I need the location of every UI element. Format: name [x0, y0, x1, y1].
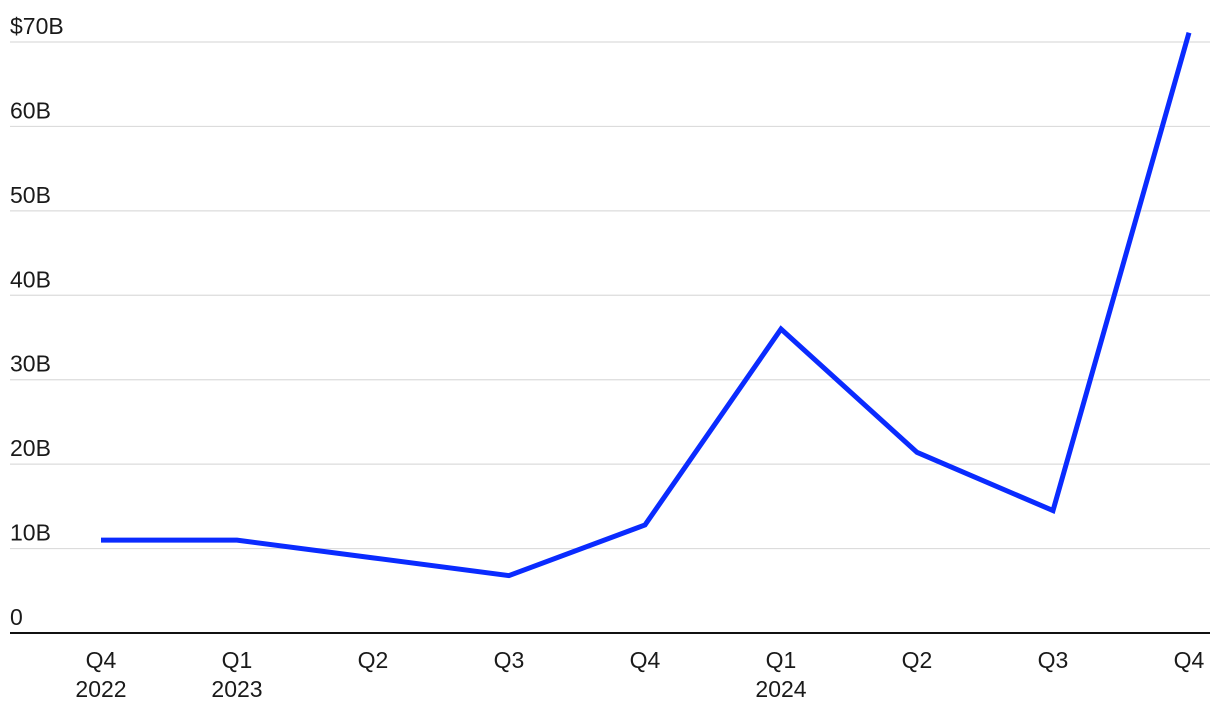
x-tick-label: Q4	[86, 647, 117, 673]
x-tick-year: 2022	[75, 676, 126, 702]
y-tick-label: 60B	[10, 97, 51, 123]
y-tick-label: 0	[10, 604, 23, 630]
x-tick-label: Q3	[494, 647, 525, 673]
y-tick-label: 50B	[10, 182, 51, 208]
x-tick-label: Q4	[1174, 647, 1205, 673]
y-tick-label: 30B	[10, 351, 51, 377]
x-tick-label: Q1	[766, 647, 797, 673]
data-line	[101, 32, 1192, 579]
x-tick-label: Q2	[902, 647, 933, 673]
y-tick-label: 20B	[10, 435, 51, 461]
y-tick-label: 10B	[10, 520, 51, 546]
x-tick-label: Q1	[222, 647, 253, 673]
y-tick-label: 40B	[10, 266, 51, 292]
x-tick-label: Q4	[630, 647, 661, 673]
x-tick-label: Q3	[1038, 647, 1069, 673]
y-tick-label: $70B	[10, 13, 64, 39]
x-tick-year: 2023	[211, 676, 262, 702]
x-tick-year: 2024	[755, 676, 806, 702]
x-tick-label: Q2	[358, 647, 389, 673]
